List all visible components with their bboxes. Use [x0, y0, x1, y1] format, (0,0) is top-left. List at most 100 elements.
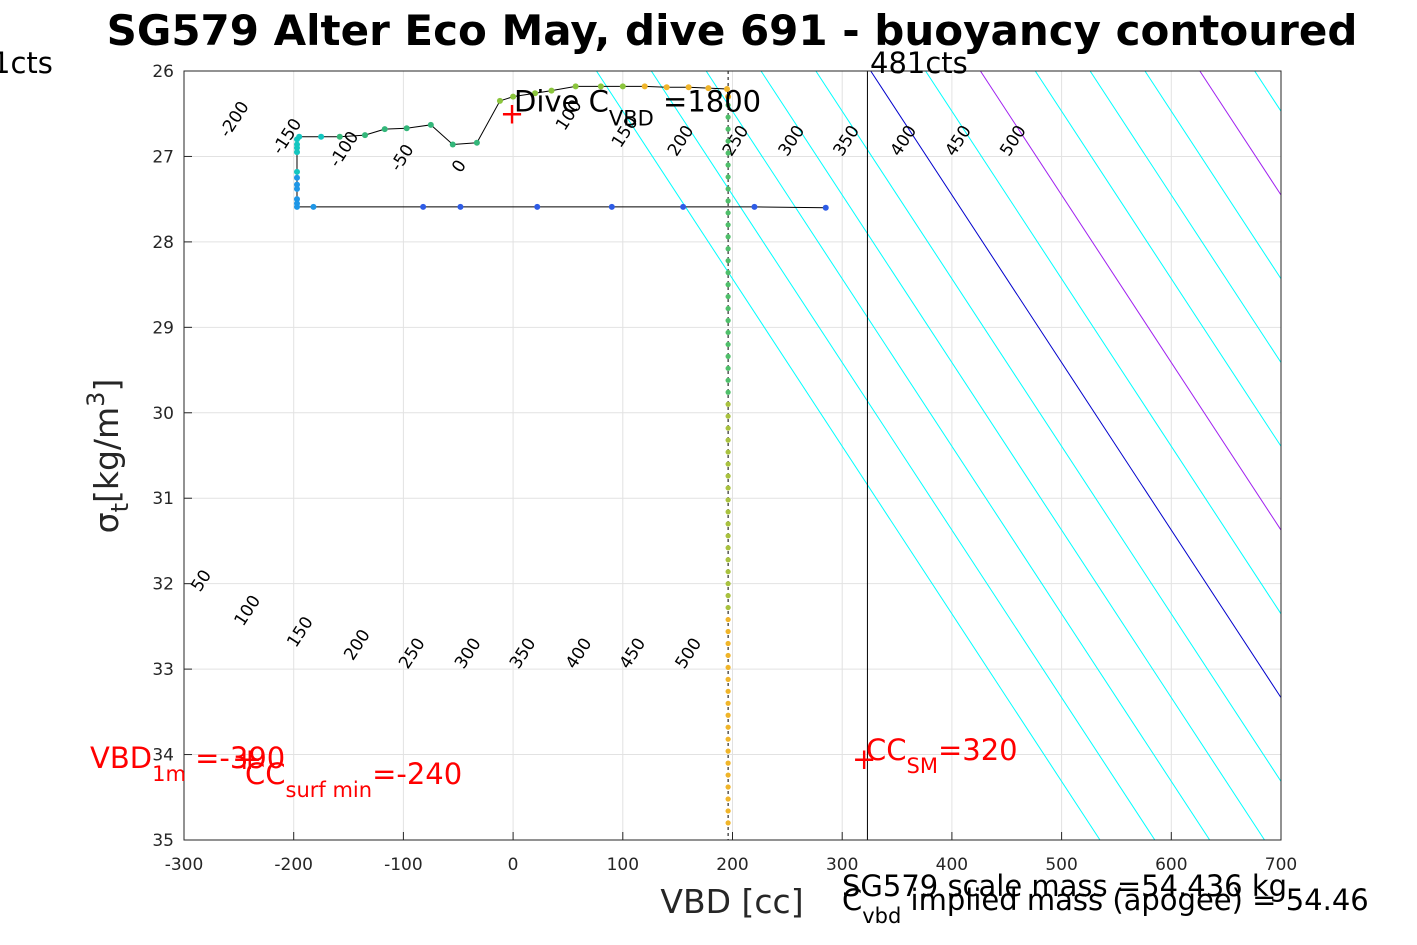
- svg-text:CCsurf min=-240: CCsurf min=-240: [245, 757, 462, 802]
- descent-point: [725, 593, 731, 599]
- descent-point: [725, 246, 731, 252]
- y-tick-label: 33: [152, 660, 174, 680]
- descent-point: [725, 569, 731, 575]
- descent-point: [725, 604, 731, 611]
- footer-implied-mass: Cvbd implied mass (apogee) = 54.46: [842, 883, 1369, 928]
- descent-point: [725, 724, 731, 730]
- dive-point: [532, 90, 539, 97]
- contour-line: [1089, 70, 1282, 363]
- dive-point: [403, 125, 410, 132]
- descent-point: [725, 377, 731, 383]
- descent-point: [725, 210, 731, 216]
- vbd-1m-marker: +: [232, 742, 256, 776]
- y-tick-label: 30: [152, 404, 174, 424]
- descent-point: [725, 796, 731, 802]
- contour-line: [925, 70, 1282, 615]
- descent-point: [725, 150, 731, 156]
- footer-implied-text: implied mass (apogee) = 54.46: [901, 883, 1368, 917]
- cc-surf-min-annotation: CCsurf min=-240 +: [238, 742, 463, 802]
- contour-line: [815, 70, 1282, 782]
- svg-text:VBD1m =-390: VBD1m =-390: [90, 741, 285, 786]
- dive-point: [751, 203, 758, 210]
- contour-line: [980, 70, 1282, 531]
- cc-surf-min-sub: surf min: [286, 778, 373, 802]
- svg-text:CCSM=320: CCSM=320: [866, 733, 1018, 778]
- descent-point: [725, 676, 731, 682]
- descent-point: [725, 162, 731, 168]
- cc-sm-marker: +: [852, 742, 876, 776]
- descent-point: [725, 126, 731, 132]
- vbd-1m-annotation: VBD1m =-390 +: [90, 741, 285, 786]
- descent-point: [725, 198, 731, 204]
- dive-point: [293, 196, 300, 203]
- descent-point: [725, 545, 731, 551]
- x-tick-label: 0: [508, 855, 519, 875]
- descent-point: [725, 305, 731, 312]
- descent-point: [725, 222, 731, 228]
- descent-point: [725, 461, 731, 467]
- footer-implied-prefix: C: [842, 883, 862, 917]
- y-tick-label: 35: [152, 831, 174, 851]
- cc-surf-min-value: =-240: [372, 757, 462, 791]
- dive-point: [293, 141, 300, 148]
- dive-point: [597, 83, 604, 90]
- descent-point: [725, 401, 731, 407]
- x-tick-label: 600: [1155, 855, 1187, 875]
- dive-point: [293, 149, 300, 156]
- descent-point: [725, 640, 731, 647]
- dive-point: [381, 126, 388, 133]
- descent-point: [725, 389, 731, 395]
- cc-surf-min-marker: +: [238, 742, 262, 776]
- y-axis-close: ]: [87, 379, 126, 392]
- dive-point: [473, 139, 480, 146]
- x-tick-label: -100: [384, 855, 423, 875]
- dive-cvbd-marker: +: [500, 97, 524, 131]
- descent-point: [725, 557, 731, 563]
- descent-point: [725, 293, 731, 300]
- dive-point: [296, 133, 303, 140]
- footer-scale-mass: SG579 scale mass =54.436 kg: [842, 869, 1287, 903]
- dive-point: [310, 203, 317, 210]
- x-tick-labels: -300 -200 -100 0 100 200 300 400 500 600 700: [165, 855, 1298, 875]
- descent-point: [725, 712, 731, 718]
- descent-point: [725, 748, 731, 754]
- dive-point: [362, 132, 369, 139]
- dive-cvbd-annotation: + Dive CVBD =1800: [500, 85, 761, 131]
- descent-point: [725, 365, 731, 371]
- descent-point: [725, 616, 731, 623]
- descent-point: [725, 234, 731, 240]
- dive-point: [420, 203, 427, 210]
- dive-trace: [293, 83, 829, 826]
- x-axis-label: VBD [cc]: [660, 882, 803, 921]
- descent-point: [725, 784, 731, 790]
- dive-point: [427, 121, 434, 128]
- descent-point: [725, 820, 731, 826]
- y-tick-label: 34: [152, 746, 174, 766]
- dive-point: [293, 200, 300, 207]
- descent-point: [725, 736, 731, 742]
- axes-frame: [183, 70, 1282, 841]
- dive-point: [293, 181, 300, 188]
- y-tick-labels: 26 27 28 29 30 31 32 33 34 35: [152, 62, 174, 851]
- dive-point: [725, 93, 732, 100]
- contour-line: [650, 70, 1156, 841]
- vbd-1m-main: VBD: [90, 741, 152, 775]
- x-tick-label: 700: [1265, 855, 1297, 875]
- descent-point: [725, 497, 731, 503]
- x-tick-label: 100: [607, 855, 639, 875]
- descent-point: [725, 652, 731, 659]
- descent-point: [725, 282, 731, 288]
- descent-point: [725, 521, 731, 527]
- descent-point: [725, 473, 731, 479]
- x-tick-label: 300: [826, 855, 858, 875]
- dive-point: [336, 133, 343, 140]
- y-axis-label: σt[kg/m3]: [82, 379, 134, 534]
- y-axis-symbol: σ: [87, 512, 126, 533]
- cc-sm-main: CC: [866, 733, 907, 767]
- y-axis-text: [kg/m: [87, 407, 126, 503]
- dive-point: [663, 84, 670, 91]
- dive-point: [293, 168, 300, 175]
- descent-point: [725, 317, 731, 324]
- dive-point: [619, 83, 626, 90]
- descent-point: [725, 353, 731, 359]
